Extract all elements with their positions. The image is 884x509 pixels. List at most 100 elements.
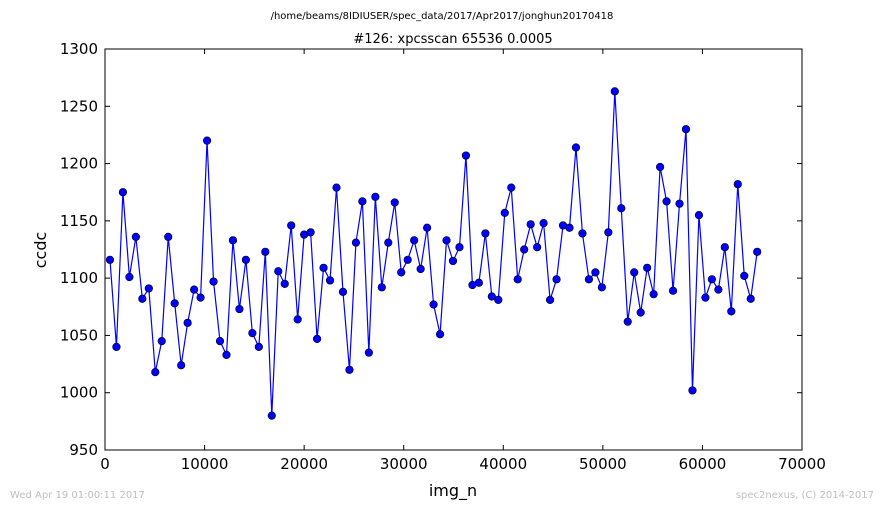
data-point: [578, 229, 587, 238]
y-tick-label: 1100: [60, 269, 98, 287]
y-tick-label: 950: [69, 441, 98, 459]
x-tick-label: 10000: [181, 455, 229, 473]
data-point: [267, 411, 276, 420]
data-point: [248, 329, 257, 338]
data-point: [138, 294, 147, 303]
data-point: [617, 204, 626, 213]
data-point: [533, 243, 542, 252]
data-point: [254, 342, 263, 351]
footer-timestamp: Wed Apr 19 01:00:11 2017: [10, 490, 145, 501]
data-point: [371, 192, 380, 201]
data-point: [397, 268, 406, 277]
data-point: [681, 125, 691, 134]
data-point: [552, 275, 561, 284]
data-point: [610, 87, 619, 96]
data-point: [539, 219, 548, 228]
data-point: [448, 256, 458, 266]
y-tick-label: 1150: [60, 212, 98, 230]
axis-ticks: 0 10000 20000 30000 40000 50000 60000 70000 950 1…: [60, 40, 826, 473]
data-point: [325, 276, 335, 285]
data-point: [377, 283, 386, 292]
data-point: [209, 277, 218, 286]
data-point: [487, 292, 496, 301]
data-point: [390, 198, 399, 207]
data-point: [707, 275, 716, 284]
data-point: [753, 247, 762, 256]
x-tick-label: 0: [100, 455, 110, 473]
data-point: [649, 290, 658, 299]
data-point: [125, 272, 134, 282]
data-point: [287, 221, 296, 230]
y-axis-label: ccdc: [31, 232, 50, 269]
x-tick-label: 40000: [479, 455, 527, 473]
data-point: [481, 229, 490, 238]
data-point: [565, 223, 574, 232]
data-point: [319, 263, 328, 272]
data-point: [675, 199, 684, 208]
data-point: [190, 285, 199, 294]
data-point: [183, 318, 192, 327]
data-point: [688, 386, 697, 395]
data-point: [746, 294, 755, 303]
data-point: [435, 330, 445, 339]
data-point: [740, 271, 749, 280]
data-point: [306, 228, 315, 237]
data-point: [358, 197, 367, 206]
y-tick-label: 1200: [60, 155, 98, 173]
data-point: [274, 267, 283, 276]
data-point: [151, 367, 160, 377]
data-point: [112, 342, 121, 351]
footer-credit: spec2nexus, (C) 2014-2017: [736, 490, 874, 501]
data-point: [733, 180, 742, 189]
data-point: [656, 162, 665, 172]
data-point: [668, 286, 678, 295]
chart-suptitle: /home/beams/8IDIUSER/spec_data/2017/Apr2…: [271, 11, 614, 22]
data-point: [144, 284, 153, 293]
data-point: [636, 308, 645, 317]
data-point: [720, 243, 729, 252]
data-point: [235, 304, 244, 314]
x-tick-label: 30000: [380, 455, 428, 473]
data-point: [604, 228, 613, 237]
data-point: [196, 293, 205, 302]
data-point: [714, 285, 723, 294]
data-point: [293, 315, 302, 324]
data-point: [584, 275, 594, 284]
data-point: [630, 268, 639, 277]
data-point: [701, 293, 710, 302]
data-point: [526, 220, 535, 229]
data-point: [416, 264, 425, 274]
data-point: [423, 223, 432, 232]
chart-title: #126: xpcsscan 65536 0.0005: [353, 32, 552, 47]
y-tick-label: 1050: [60, 326, 98, 344]
data-point: [694, 211, 704, 220]
data-point: [241, 255, 250, 264]
y-tick-label: 1250: [60, 97, 98, 115]
data-point: [202, 136, 212, 145]
data-point: [364, 348, 373, 357]
data-point: [410, 236, 419, 245]
x-tick-label: 20000: [280, 455, 328, 473]
data-point: [177, 361, 186, 370]
data-point: [662, 197, 671, 206]
data-point: [228, 236, 238, 245]
data-point: [222, 350, 231, 360]
x-tick-label: 50000: [579, 455, 627, 473]
data-point: [494, 295, 503, 305]
data-point: [727, 307, 736, 316]
data-point: [332, 183, 341, 192]
x-axis-label: img_n: [429, 481, 477, 501]
y-tick-label: 1000: [60, 384, 98, 402]
x-tick-label: 60000: [679, 455, 727, 473]
data-point: [623, 317, 632, 326]
data-point: [351, 238, 361, 247]
data-point: [520, 245, 529, 254]
data-point: [643, 263, 652, 272]
data-point: [461, 151, 471, 160]
data-point: [105, 255, 115, 264]
data-point: [131, 232, 140, 241]
data-point: [384, 238, 393, 247]
data-point: [507, 183, 516, 192]
data-point: [261, 247, 270, 256]
